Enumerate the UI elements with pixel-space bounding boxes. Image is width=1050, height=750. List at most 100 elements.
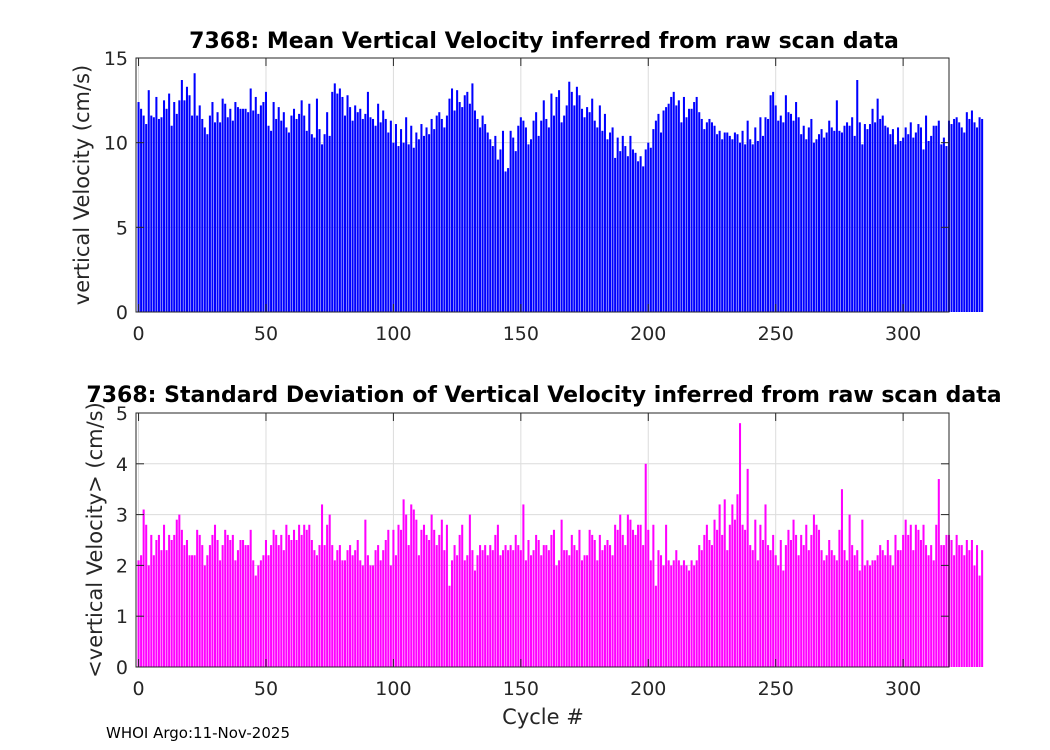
bar [331, 91, 334, 312]
bar [216, 540, 219, 667]
bar [530, 555, 533, 667]
bar [354, 105, 357, 312]
bar [458, 534, 461, 667]
bar [252, 560, 255, 667]
bar [226, 117, 229, 313]
bar [718, 130, 721, 312]
bar [185, 86, 188, 312]
bar [219, 122, 222, 312]
bar [287, 534, 290, 667]
bar [308, 524, 311, 667]
bar [927, 140, 930, 312]
bar [978, 575, 981, 667]
bar [891, 565, 894, 667]
bar [835, 560, 838, 667]
bar [440, 118, 443, 313]
bar [894, 144, 897, 312]
bar [703, 129, 706, 312]
bar [249, 529, 252, 667]
bar [224, 103, 227, 312]
y-axis-label: vertical Velocity (cm/s) [70, 65, 94, 305]
bar [512, 550, 515, 667]
bar [201, 118, 204, 313]
bar [958, 122, 961, 312]
bar [216, 112, 219, 312]
bar [364, 519, 367, 667]
bar [379, 122, 382, 312]
bar [410, 125, 413, 312]
bar [889, 555, 892, 667]
bar [277, 545, 280, 667]
bar [904, 519, 907, 667]
bar [631, 149, 634, 312]
bar [698, 112, 701, 312]
bar [379, 560, 382, 667]
bar [629, 519, 632, 667]
bar [690, 108, 693, 312]
bar [802, 125, 805, 312]
bar [810, 534, 813, 667]
bar [700, 118, 703, 313]
bar [155, 96, 158, 313]
bar [682, 560, 685, 667]
bar [507, 168, 510, 312]
bar [917, 529, 920, 667]
bar [236, 550, 239, 667]
bar [797, 555, 800, 667]
bar [619, 514, 622, 667]
bar [555, 565, 558, 667]
bar [624, 545, 627, 667]
bar [746, 468, 749, 667]
bar [981, 550, 984, 667]
bar [667, 103, 670, 312]
y-tick-label: 2 [116, 555, 128, 577]
bar [168, 93, 171, 312]
bar [295, 540, 298, 667]
x-tick-label: 100 [375, 678, 411, 700]
bar [451, 560, 454, 667]
bar [858, 122, 861, 312]
bar [637, 161, 640, 312]
bar [616, 529, 619, 667]
bar [792, 519, 795, 667]
bar [965, 540, 968, 667]
bar [769, 95, 772, 313]
bar [514, 534, 517, 667]
y-tick-label: 4 [116, 454, 128, 476]
bar [298, 524, 301, 667]
bar [448, 98, 451, 312]
bar [606, 139, 609, 312]
bar [193, 555, 196, 667]
bar [359, 560, 362, 667]
bar [902, 137, 905, 312]
bar [394, 124, 397, 312]
bar [970, 540, 973, 667]
bar [677, 560, 680, 667]
bar [160, 550, 163, 667]
bar [389, 120, 392, 312]
bar [150, 115, 153, 312]
bar [196, 115, 199, 312]
bar [619, 151, 622, 312]
bar [343, 115, 347, 312]
bar [428, 134, 431, 312]
bar [504, 545, 507, 667]
bar [361, 565, 364, 667]
bar [397, 146, 400, 312]
bar [264, 540, 267, 667]
bar [552, 529, 555, 667]
bar [830, 550, 833, 667]
bar [389, 565, 392, 667]
bar [789, 540, 793, 667]
bar [710, 122, 714, 312]
bar [257, 565, 260, 667]
bar [631, 529, 634, 667]
bar [491, 146, 494, 312]
bar [547, 127, 550, 312]
bar [244, 108, 247, 312]
bar [848, 125, 851, 312]
bar [784, 95, 787, 313]
bar [453, 110, 456, 312]
bar [675, 550, 678, 667]
bar [203, 565, 206, 667]
